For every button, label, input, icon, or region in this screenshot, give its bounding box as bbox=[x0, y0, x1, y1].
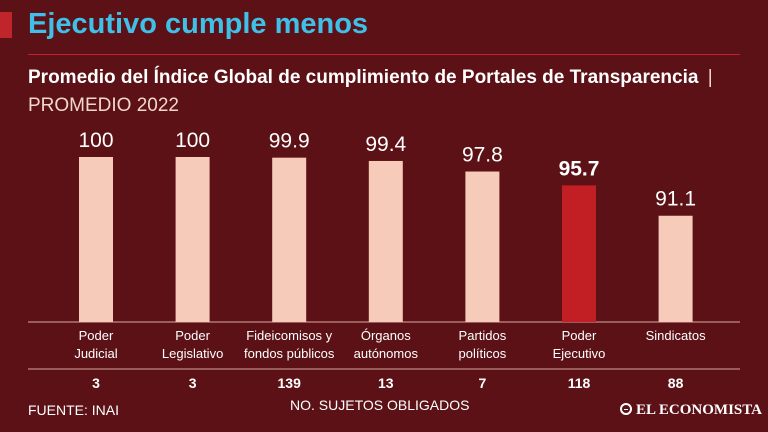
sujetos-count: 7 bbox=[479, 375, 487, 391]
sujetos-count: 3 bbox=[189, 375, 197, 391]
subtitle-main: Promedio del Índice Global de cumplimien… bbox=[28, 67, 699, 88]
sujetos-count: 13 bbox=[378, 375, 394, 391]
value-label: 99.4 bbox=[365, 133, 406, 156]
chart-subtitle: Promedio del Índice Global de cumplimien… bbox=[28, 64, 728, 120]
category-label: Judicial bbox=[74, 346, 117, 361]
category-label: políticos bbox=[459, 346, 507, 361]
category-label: autónomos bbox=[354, 346, 419, 361]
category-label: Ejecutivo bbox=[553, 346, 606, 361]
subtitle-period: PROMEDIO 2022 bbox=[28, 95, 179, 116]
bar bbox=[562, 185, 596, 322]
bar bbox=[658, 215, 693, 322]
category-label: fondos públicos bbox=[244, 346, 335, 361]
bar bbox=[79, 157, 113, 322]
sujetos-count: 3 bbox=[92, 375, 100, 391]
value-label: 99.9 bbox=[269, 130, 310, 153]
accent-bar bbox=[0, 12, 12, 38]
title-divider bbox=[28, 54, 740, 55]
bar bbox=[272, 157, 307, 322]
category-label: Poder bbox=[562, 328, 597, 343]
bar bbox=[465, 171, 500, 322]
sujetos-count: 88 bbox=[668, 375, 684, 391]
bar bbox=[175, 157, 210, 322]
category-label: Legislativo bbox=[162, 346, 223, 361]
value-label: 91.1 bbox=[655, 188, 696, 211]
category-label: Poder bbox=[175, 328, 210, 343]
source-note: FUENTE: INAI bbox=[28, 402, 120, 418]
logo-text: EL ECONOMISTA bbox=[636, 402, 762, 418]
logo-icon bbox=[620, 403, 632, 415]
category-label: Sindicatos bbox=[646, 328, 706, 343]
value-label: 97.8 bbox=[462, 144, 503, 167]
sujetos-count: 118 bbox=[568, 375, 591, 391]
value-label: 100 bbox=[175, 129, 210, 152]
sujetos-axis-label: NO. SUJETOS OBLIGADOS bbox=[290, 397, 470, 413]
subtitle-separator: | bbox=[707, 67, 713, 88]
category-label: Poder bbox=[79, 328, 114, 343]
value-label: 100 bbox=[78, 129, 113, 152]
bar bbox=[368, 160, 403, 322]
category-label: Fideicomisos y bbox=[246, 328, 332, 343]
publisher-logo: EL ECONOMISTA bbox=[620, 402, 762, 419]
value-label: 95.7 bbox=[559, 157, 600, 180]
category-label: Partidos bbox=[459, 328, 507, 343]
headline: Ejecutivo cumple menos bbox=[28, 8, 369, 40]
sujetos-count: 139 bbox=[278, 375, 302, 391]
category-label: Órganos bbox=[361, 328, 411, 343]
